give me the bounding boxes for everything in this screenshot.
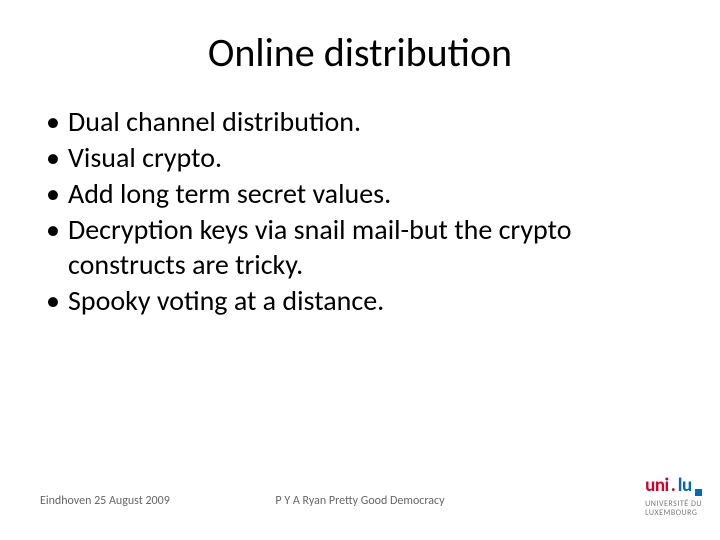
unilu-wordmark: uni.lu [645,474,702,497]
bullet-text: Spooky voting at a distance. [68,283,384,318]
logo-dot: . [671,474,676,497]
bullet-text: Add long term secret values. [68,176,391,211]
logo-square-icon [695,489,702,496]
bullet-list: Dual channel distribution. Visual crypto… [40,105,680,318]
list-item: Dual channel distribution. [40,105,680,139]
bullet-text: Visual crypto. [68,140,222,175]
slide-title: Online distribution [40,28,680,77]
logo-lu: lu [678,474,692,497]
list-item: Spooky voting at a distance. [40,284,680,318]
university-logo: uni.lu UNIVERSITÉ DU LUXEMBOURG [645,474,702,518]
footer: Eindhoven 25 August 2009 P Y A Ryan Pret… [0,460,720,520]
logo-tagline-2-text: LUXEMBOURG [645,508,697,518]
bullet-text: Dual channel distribution. [68,104,361,139]
list-item: Visual crypto. [40,141,680,175]
bullet-text: Decryption keys via snail mail-but the c… [68,212,571,281]
slide-body: Dual channel distribution. Visual crypto… [40,105,680,318]
slide: Online distribution Dual channel distrib… [0,0,720,540]
list-item: Add long term secret values. [40,177,680,211]
logo-tagline-2: LUXEMBOURG [645,509,702,518]
logo-uni: uni [645,474,669,497]
list-item: Decryption keys via snail mail-but the c… [40,213,680,281]
footer-author-title: P Y A Ryan Pretty Good Democracy [0,494,720,508]
